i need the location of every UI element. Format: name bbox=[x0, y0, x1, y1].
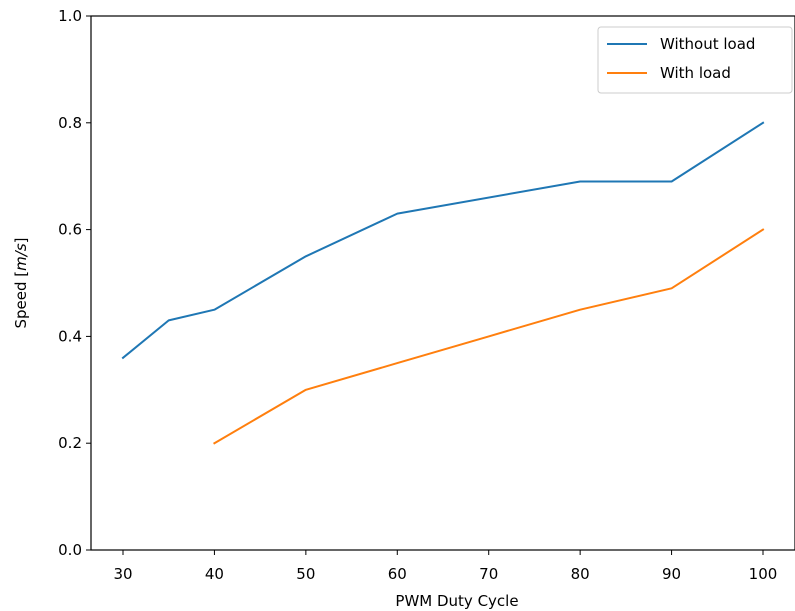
y-axis-title: Speed [m/s] bbox=[12, 238, 30, 329]
y-tick-label: 0.4 bbox=[58, 327, 82, 345]
x-tick-label: 70 bbox=[479, 565, 498, 583]
series-layer bbox=[121, 121, 765, 445]
y-tick-label: 0.0 bbox=[58, 541, 82, 559]
legend-label-without-load: Without load bbox=[660, 35, 755, 53]
x-tick-label: 90 bbox=[662, 565, 681, 583]
x-tick-label: 40 bbox=[205, 565, 224, 583]
y-axis-title-unit: m/s bbox=[12, 243, 30, 271]
y-axis-title-text: Speed [ bbox=[12, 271, 30, 329]
x-axis: 30 40 50 60 70 80 90 100 bbox=[113, 550, 777, 583]
x-tick-label: 50 bbox=[296, 565, 315, 583]
x-axis-title: PWM Duty Cycle bbox=[395, 592, 518, 610]
series-line-with-load bbox=[213, 228, 765, 445]
axes-frame bbox=[90, 15, 795, 551]
x-tick-label: 80 bbox=[571, 565, 590, 583]
series-line-without-load bbox=[121, 121, 765, 360]
legend-label-with-load: With load bbox=[660, 64, 731, 82]
x-tick-label: 100 bbox=[749, 565, 778, 583]
y-axis-title-close: ] bbox=[12, 238, 30, 244]
y-tick-label: 0.6 bbox=[58, 221, 82, 239]
y-axis: 0.0 0.2 0.4 0.6 0.8 1.0 bbox=[58, 7, 91, 559]
x-tick-label: 60 bbox=[388, 565, 407, 583]
y-tick-label: 0.8 bbox=[58, 114, 82, 132]
legend: Without load With load bbox=[597, 26, 793, 94]
x-tick-label: 30 bbox=[113, 565, 132, 583]
y-tick-label: 0.2 bbox=[58, 434, 82, 452]
y-tick-label: 1.0 bbox=[58, 7, 82, 25]
